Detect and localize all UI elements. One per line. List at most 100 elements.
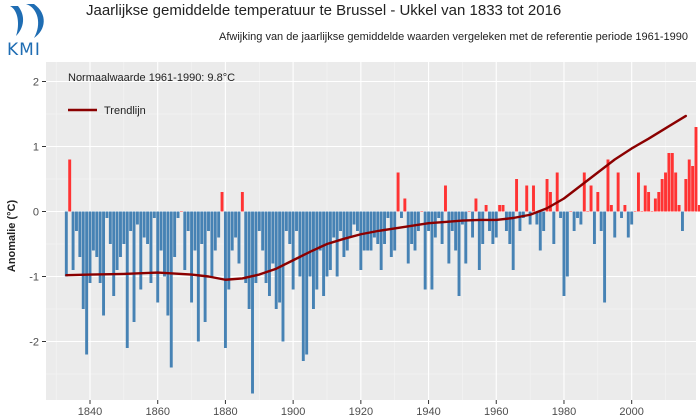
bar-1876 [210, 211, 214, 277]
bar-1978 [555, 172, 559, 212]
bar-1992 [603, 211, 607, 303]
bar-1956 [481, 211, 485, 244]
bar-1934 [406, 211, 410, 264]
x-tick-label: 1940 [416, 406, 440, 418]
bar-1966 [515, 179, 519, 212]
trend-line [65, 114, 688, 281]
bar-1851 [125, 211, 129, 348]
bar-1929 [389, 211, 393, 257]
bar-1908 [318, 211, 322, 251]
bar-1937 [416, 211, 420, 231]
bar-1899 [288, 211, 292, 244]
bar-1962 [501, 205, 505, 212]
bar-1838 [81, 211, 85, 309]
y-tick-label: -2 [29, 337, 39, 349]
bar-1948 [454, 211, 458, 251]
bar-1952 [467, 211, 471, 212]
bar-2012 [670, 153, 674, 212]
legend-trend-label: Trendlijn [104, 105, 146, 117]
bar-1892 [264, 211, 268, 283]
bar-1879 [220, 192, 224, 212]
bar-1943 [437, 211, 441, 218]
bar-2003 [640, 211, 644, 212]
bar-1889 [254, 211, 258, 283]
x-tick-label: 1900 [281, 406, 305, 418]
bar-1890 [257, 211, 261, 231]
bar-1842 [95, 211, 99, 257]
bar-1916 [345, 211, 349, 251]
bar-2000 [630, 211, 634, 225]
bar-1849 [119, 211, 122, 257]
bar-1886 [244, 211, 248, 283]
bar-2001 [633, 211, 637, 212]
y-tick-label: -1 [29, 272, 39, 284]
bar-1903 [301, 211, 305, 361]
bar-1857 [146, 211, 150, 244]
bar-1976 [548, 192, 552, 212]
bar-1959 [491, 211, 495, 244]
bar-1869 [186, 211, 190, 231]
y-tick-label: 2 [33, 77, 39, 89]
bar-1986 [582, 172, 586, 212]
bar-1918 [352, 211, 356, 225]
bar-1971 [532, 185, 535, 212]
bar-1885 [240, 192, 244, 212]
bar-1913 [335, 211, 339, 277]
bar-1941 [430, 211, 434, 290]
x-tick-label: 1980 [552, 406, 576, 418]
bar-2015 [681, 211, 684, 231]
bar-1936 [413, 211, 417, 251]
bar-1919 [356, 211, 359, 231]
bar-1997 [620, 211, 623, 218]
bar-1922 [366, 211, 370, 251]
bar-1862 [163, 211, 166, 277]
y-tick-label: 0 [33, 207, 39, 219]
page-subtitle: Afwijking van de jaarlijkse gemiddelde w… [218, 31, 688, 43]
bar-1837 [78, 211, 82, 257]
bar-1887 [247, 211, 251, 309]
bar-2017 [687, 159, 691, 212]
bar-1858 [149, 211, 153, 283]
bar-1902 [298, 211, 302, 277]
bar-1893 [267, 211, 271, 296]
bar-2013 [674, 172, 678, 212]
bar-1938 [420, 211, 424, 212]
bar-2008 [657, 192, 661, 212]
bar-1866 [176, 211, 180, 218]
bar-1870 [190, 211, 194, 303]
bar-1973 [538, 211, 542, 251]
bar-1841 [91, 211, 95, 251]
bar-1955 [477, 211, 481, 270]
y-tick-label: 1 [33, 142, 39, 154]
bar-1836 [75, 211, 78, 231]
bar-1923 [369, 211, 373, 251]
bar-1854 [135, 211, 139, 225]
bar-1996 [616, 172, 620, 212]
bar-1930 [393, 211, 397, 251]
bar-2011 [667, 153, 671, 212]
bar-1844 [102, 211, 106, 316]
bar-1939 [423, 211, 427, 290]
bar-1980 [562, 211, 566, 296]
bar-1848 [115, 211, 119, 270]
bar-1972 [535, 211, 539, 225]
bar-1981 [565, 211, 569, 277]
bar-1861 [159, 211, 163, 251]
x-tick-label: 1840 [78, 406, 102, 418]
bar-1921 [362, 211, 366, 251]
x-tick-label: 1860 [145, 406, 169, 418]
bar-1881 [227, 211, 231, 290]
bar-1906 [311, 211, 315, 309]
bar-1946 [447, 211, 451, 264]
bar-1994 [609, 205, 613, 212]
bar-1845 [105, 211, 109, 218]
bar-1960 [494, 211, 498, 238]
bar-1891 [261, 211, 265, 251]
bar-1898 [284, 211, 288, 231]
bar-2020 [697, 205, 700, 212]
bar-1987 [586, 211, 590, 212]
bar-1958 [488, 211, 491, 231]
bar-1925 [376, 211, 380, 244]
bar-1924 [372, 211, 376, 238]
